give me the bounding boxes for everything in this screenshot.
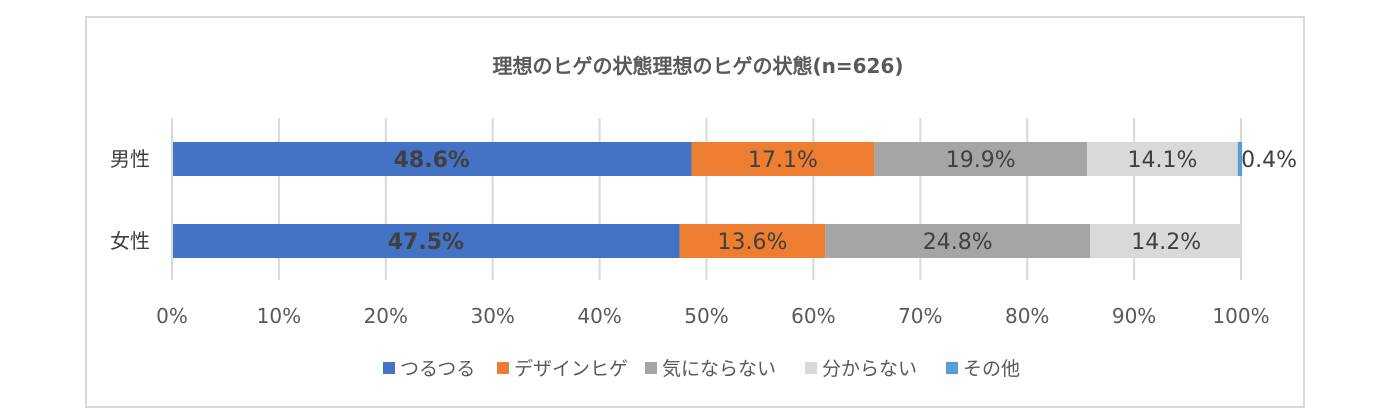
data-label: 0.4% — [1241, 148, 1297, 173]
legend-label: 気にならない — [662, 358, 776, 380]
category-label: 男性 — [110, 147, 150, 171]
bar-segment — [172, 142, 692, 176]
legend-swatch — [383, 362, 395, 374]
data-label: 17.1% — [748, 148, 818, 173]
legend-swatch — [497, 362, 509, 374]
bar-segment — [172, 224, 680, 258]
data-label: 47.5% — [388, 230, 464, 255]
x-tick-label: 60% — [791, 304, 835, 328]
data-label: 24.8% — [923, 230, 993, 255]
x-tick-label: 100% — [1212, 304, 1269, 328]
x-tick-label: 10% — [257, 304, 301, 328]
x-tick-label: 30% — [470, 304, 514, 328]
legend-swatch — [805, 362, 817, 374]
x-tick-label: 0% — [156, 304, 188, 328]
chart-frame — [85, 16, 1305, 408]
x-tick-label: 70% — [898, 304, 942, 328]
bar-segment — [1237, 142, 1243, 176]
chart-title: 理想のヒゲの状態理想のヒゲの状態(n=626) — [492, 54, 903, 78]
bar-segment — [691, 142, 875, 176]
data-label: 19.9% — [946, 148, 1016, 173]
x-tick-label: 40% — [577, 304, 621, 328]
data-label: 13.6% — [718, 230, 788, 255]
x-tick-label: 80% — [1005, 304, 1049, 328]
data-label: 48.6% — [394, 148, 470, 173]
data-label: 14.2% — [1131, 230, 1201, 255]
bar-segment — [825, 224, 1091, 258]
x-tick-label: 20% — [364, 304, 408, 328]
category-label: 女性 — [110, 229, 150, 253]
legend-label: 分からない — [822, 358, 917, 380]
x-tick-label: 90% — [1112, 304, 1156, 328]
bar-segment — [874, 142, 1088, 176]
bar-segment — [1090, 224, 1243, 258]
data-label: 14.1% — [1127, 148, 1197, 173]
legend-swatch — [645, 362, 657, 374]
legend-label: つるつる — [400, 358, 475, 380]
legend-label: デザインヒゲ — [514, 358, 628, 380]
x-tick-label: 50% — [684, 304, 728, 328]
legend-label: その他 — [963, 358, 1020, 380]
bar-segment — [679, 224, 826, 258]
bar-segment — [1087, 142, 1238, 176]
legend-swatch — [946, 362, 958, 374]
